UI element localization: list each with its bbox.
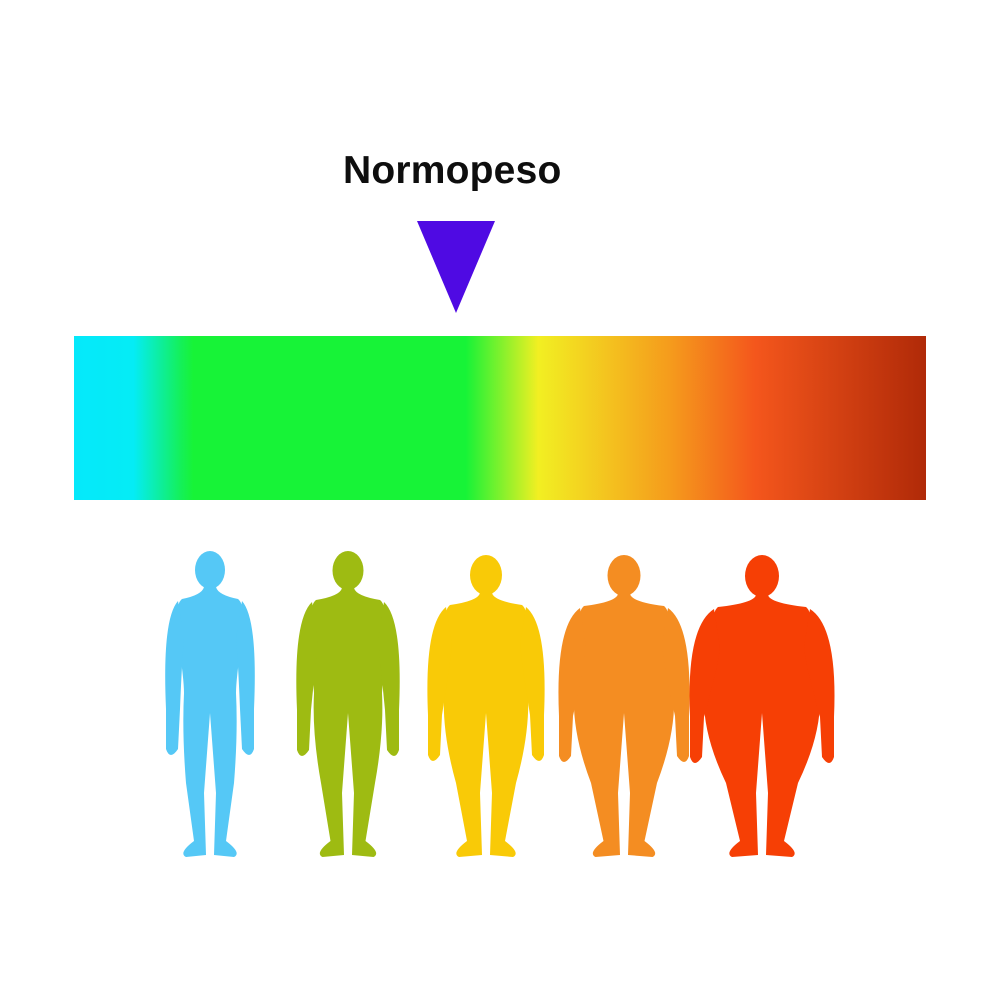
overweight-figure-icon	[427, 555, 545, 857]
normal-weight-figure-icon	[296, 551, 400, 857]
indicator-arrow-icon	[417, 221, 495, 313]
indicator-label: Normopeso	[343, 149, 562, 192]
severely-obese-figure-icon	[689, 555, 835, 857]
scale-gradient	[74, 336, 926, 500]
underweight-figure-icon	[165, 551, 255, 857]
obese-figure-icon	[558, 555, 690, 857]
weight-scale-bar	[74, 336, 926, 500]
body-figures	[165, 551, 835, 857]
